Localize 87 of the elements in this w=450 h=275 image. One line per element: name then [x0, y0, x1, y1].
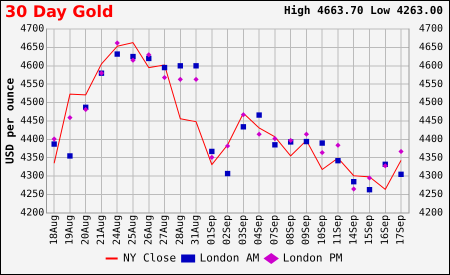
point — [335, 142, 341, 148]
point — [51, 141, 57, 147]
y2-tick-label: 4300 — [418, 170, 444, 182]
x-tick-label: 17Sep — [396, 214, 407, 246]
point — [224, 170, 230, 176]
point — [178, 76, 183, 82]
y-tick-label: 4250 — [20, 189, 44, 200]
y2-tick-label: 4650 — [418, 42, 444, 53]
point — [178, 63, 183, 68]
x-tick-label: 11Sep — [332, 214, 344, 246]
point — [351, 186, 356, 192]
point — [162, 64, 168, 70]
x-tick-label: 31Aug — [190, 214, 202, 246]
y-tick-label: 4650 — [20, 42, 44, 53]
point — [114, 40, 120, 46]
y-tick-label: 4700 — [20, 24, 44, 35]
point — [335, 158, 341, 164]
x-tick-label: 07Sep — [269, 214, 280, 246]
x-tick-label: 16Sep — [380, 214, 391, 246]
legend-label: London PM — [282, 251, 343, 264]
point — [209, 154, 214, 160]
point — [193, 76, 199, 82]
x-tick-label: 24Aug — [112, 214, 123, 246]
y2-tick-label: 4450 — [418, 116, 444, 127]
y2-tick-label: 4250 — [418, 189, 444, 200]
x-tick-label: 03Sep — [238, 214, 249, 246]
point — [130, 58, 136, 63]
y-tick-label: 4400 — [20, 134, 44, 145]
x-tick-label: 28Aug — [174, 214, 186, 246]
point — [398, 172, 404, 177]
x-tick-label: 01Sep — [206, 214, 218, 246]
y2-tick-label: 4350 — [418, 152, 444, 164]
chart-title: 30 Day Gold — [5, 2, 114, 21]
x-tick-label: 04Sep — [254, 214, 265, 246]
y2-tick-label: 4700 — [418, 24, 444, 35]
x-tick-label: 14Sep — [348, 214, 360, 246]
x-tick-label: 26Aug — [143, 214, 154, 246]
point — [351, 178, 356, 184]
x-tick-label: 20Aug — [80, 214, 92, 246]
text: High 4663.70 Low 4263.00 — [284, 4, 443, 17]
point — [320, 150, 325, 156]
x-tick-label: 08Sep — [285, 214, 296, 246]
y2-tick-label: 4400 — [418, 134, 444, 145]
x-tick-label: 21Aug — [96, 214, 108, 246]
x-tick-label: 19Aug — [64, 214, 76, 246]
point — [240, 112, 246, 118]
x-tick-label: 10Sep — [316, 214, 328, 246]
point — [146, 52, 152, 58]
point — [398, 148, 404, 154]
y-axis-title: USD per ounce — [3, 78, 16, 164]
y-tick-label: 4200 — [20, 207, 44, 218]
point — [304, 132, 310, 137]
x-tick-label: 27Aug — [159, 214, 170, 246]
y-tick-label: 4300 — [20, 170, 44, 182]
point — [52, 136, 57, 142]
point — [225, 143, 230, 149]
point — [256, 112, 262, 118]
point — [162, 74, 168, 80]
legend-label: NY Close — [123, 251, 176, 264]
point — [272, 136, 278, 142]
y2-tick-label: 4550 — [418, 78, 444, 90]
point — [366, 187, 372, 192]
point — [366, 175, 372, 181]
point — [256, 132, 262, 137]
x-tick-label: 15Sep — [364, 214, 376, 246]
point — [209, 148, 215, 154]
x-tick-label: 18Aug — [48, 214, 60, 246]
y-tick-label: 4350 — [20, 152, 44, 164]
y2-tick-label: 4600 — [418, 60, 444, 72]
x-tick-label: 25Aug — [128, 214, 139, 246]
y-tick-label: 4600 — [20, 60, 44, 72]
y2-tick-label: 4500 — [418, 97, 444, 108]
point — [67, 153, 73, 159]
x-tick-label: 09Sep — [301, 214, 312, 246]
x-tick-label: 02Sep — [222, 214, 234, 246]
legend-label: London AM — [200, 251, 260, 264]
y-tick-label: 4500 — [20, 97, 44, 108]
point — [240, 124, 246, 130]
y-tick-label: 4550 — [20, 78, 44, 90]
y-tick-label: 4450 — [20, 116, 44, 127]
point — [304, 138, 310, 144]
point — [320, 140, 325, 146]
point — [193, 63, 199, 68]
y2-tick-label: 4200 — [418, 207, 444, 218]
point — [272, 142, 278, 148]
point — [114, 51, 120, 57]
point — [67, 115, 73, 120]
